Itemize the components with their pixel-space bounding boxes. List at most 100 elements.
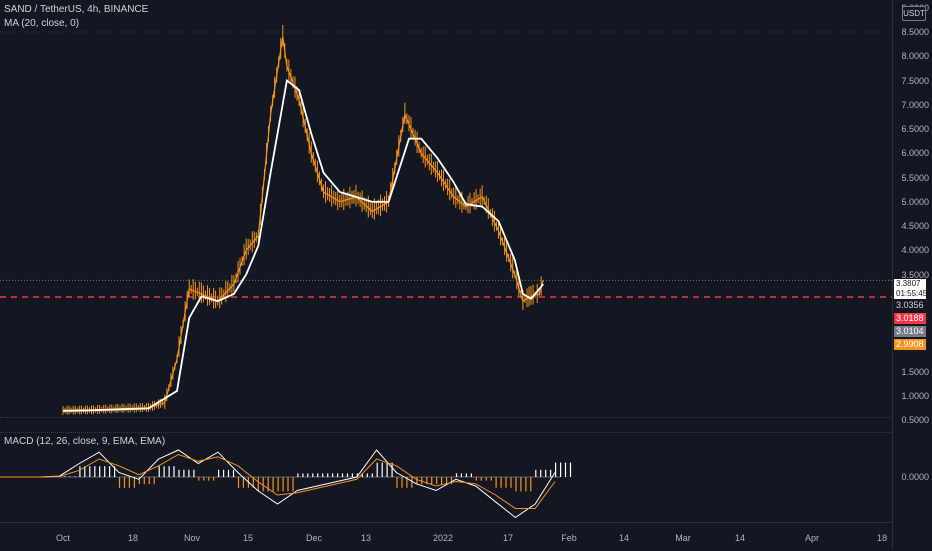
macd-histogram-bar	[361, 473, 363, 477]
price-tick: 5.0000	[901, 196, 929, 207]
price-tick: 1.0000	[901, 390, 929, 401]
macd-histogram-bar	[332, 473, 334, 477]
macd-histogram-bar	[267, 477, 269, 492]
macd-histogram-bar	[312, 473, 314, 477]
price-tick: 7.5000	[901, 75, 929, 86]
price-pane[interactable]: SAND / TetherUS, 4h, BINANCE MA (20, clo…	[0, 0, 892, 417]
macd-histogram-bar	[500, 477, 502, 488]
macd-histogram-bar	[485, 477, 487, 481]
macd-histogram-bar	[391, 462, 393, 477]
macd-histogram-bar	[223, 469, 225, 477]
macd-histogram-bar	[569, 462, 572, 477]
macd-histogram-bar	[193, 469, 195, 477]
time-label: 18	[876, 533, 888, 543]
time-label: 13	[360, 533, 372, 543]
currency-button[interactable]: USDT	[902, 6, 926, 21]
macd-chart[interactable]	[0, 432, 892, 522]
price-tick: 4.0000	[901, 245, 929, 256]
macd-histogram-bar	[495, 477, 497, 488]
macd-histogram-bar	[89, 466, 91, 477]
macd-histogram-bar	[242, 477, 244, 488]
macd-histogram-bar	[302, 473, 304, 477]
macd-histogram-bar	[133, 477, 135, 488]
time-label: Feb	[561, 533, 577, 543]
macd-histogram-bar	[406, 477, 408, 488]
macd-histogram-bar	[411, 477, 413, 488]
pane-separator[interactable]	[0, 417, 892, 418]
macd-histogram-bar	[436, 477, 438, 485]
macd-histogram-bar	[480, 477, 482, 481]
price-tick: 3.5000	[901, 269, 929, 280]
macd-histogram-bar	[198, 477, 200, 481]
macd-histogram-bar	[381, 462, 383, 477]
macd-histogram-bar	[287, 477, 289, 492]
ma-line	[62, 78, 544, 412]
time-label: 14	[618, 533, 630, 543]
time-label: 17	[502, 533, 514, 543]
ma-legend[interactable]: MA (20, close, 0)	[4, 18, 80, 29]
macd-legend[interactable]: MACD (12, 26, close, 9, EMA, EMA)	[4, 436, 166, 447]
macd-histogram-bar	[188, 469, 190, 477]
macd-histogram-bar	[79, 466, 81, 477]
macd-histogram-bar	[396, 477, 398, 488]
signal-line	[0, 453, 556, 509]
time-label: 15	[242, 533, 254, 543]
time-label: Dec	[305, 533, 323, 543]
pane-separator-macd	[0, 432, 892, 433]
orange-price-tag: 2.9908	[894, 339, 926, 350]
macd-histogram-bar	[104, 466, 106, 477]
price-chart[interactable]	[0, 0, 892, 417]
time-label: 14	[734, 533, 746, 543]
price-scale[interactable]: 9.0000 8.50008.00007.50007.00006.50006.0…	[892, 0, 932, 550]
macd-histogram-bar	[346, 473, 349, 477]
macd-histogram-bar	[401, 477, 403, 488]
macd-histogram-bar	[163, 466, 165, 477]
time-label: Nov	[183, 533, 201, 543]
macd-histogram-bar	[555, 462, 557, 477]
macd-histogram-bar	[416, 477, 418, 485]
macd-histogram-bar	[168, 466, 170, 477]
time-label: Mar	[675, 533, 691, 543]
macd-histogram-bar	[386, 462, 388, 477]
macd-histogram-bar	[128, 477, 130, 488]
price-tick: 7.0000	[901, 99, 929, 110]
macd-histogram-bar	[203, 477, 205, 481]
macd-histogram-bar	[123, 477, 126, 488]
time-axis[interactable]: Oct 18 Nov 15 Dec 13 2022 17 Feb 14 Mar 14 Apr 18	[0, 522, 892, 551]
macd-histogram-bar	[218, 469, 220, 477]
macd-histogram-bar	[213, 477, 215, 481]
macd-histogram-bar	[84, 466, 86, 477]
macd-histogram-bar	[138, 477, 140, 485]
macd-histogram-bar	[252, 477, 254, 488]
macd-histogram-bar	[535, 469, 537, 477]
last-price-value: 3.3807	[896, 279, 921, 288]
macd-histogram-bar	[208, 477, 210, 481]
macd-histogram-bar	[153, 477, 155, 485]
macd-tick: 0.0000	[901, 472, 929, 482]
macd-histogram-bar	[173, 466, 175, 477]
time-label: Oct	[55, 533, 71, 543]
macd-histogram-bar	[272, 477, 274, 492]
gray-price-tag: 3.0104	[894, 326, 926, 337]
macd-histogram-bar	[475, 477, 477, 481]
macd-histogram-bar	[74, 476, 76, 477]
macd-histogram-bar	[262, 477, 264, 492]
macd-histogram-bar	[99, 466, 101, 477]
price-tick: 6.5000	[901, 124, 929, 134]
symbol-legend[interactable]: SAND / TetherUS, 4h, BINANCE	[4, 4, 149, 15]
macd-pane[interactable]: MACD (12, 26, close, 9, EMA, EMA)	[0, 432, 892, 522]
price-tick: 8.5000	[901, 27, 929, 37]
macd-histogram-bar	[515, 477, 517, 492]
macd-histogram-bar	[237, 477, 240, 488]
level-tag: 3.0356	[894, 300, 926, 311]
time-label: 2022	[432, 533, 454, 543]
macd-histogram-bar	[277, 477, 279, 492]
macd-histogram-bar	[341, 473, 344, 477]
price-tick: 5.5000	[901, 172, 929, 183]
macd-histogram-bar	[148, 477, 150, 485]
macd-histogram-bar	[178, 469, 180, 477]
macd-histogram-bar	[282, 477, 284, 492]
macd-histogram-bar	[94, 466, 96, 477]
macd-histogram-bar	[227, 469, 230, 477]
macd-histogram-bar	[545, 469, 547, 477]
